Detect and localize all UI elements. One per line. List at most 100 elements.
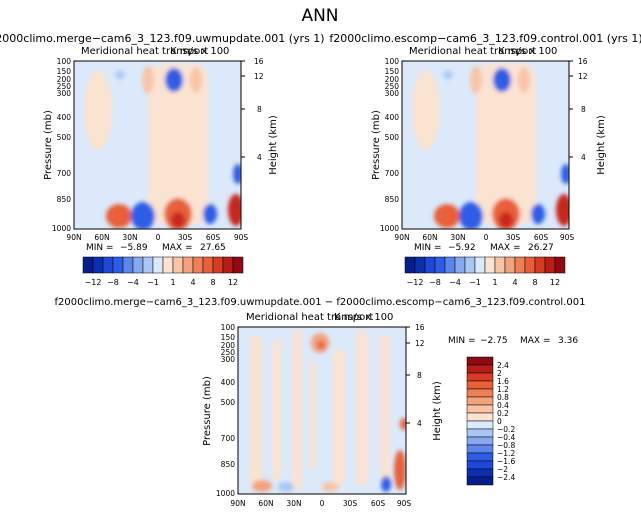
x-tick-label: 30S bbox=[506, 233, 521, 242]
panel-1-colorbar bbox=[82, 256, 244, 274]
panel-2-title: Meridional heat transport bbox=[409, 46, 536, 57]
y-tick-label: 100 bbox=[221, 323, 236, 332]
panel-2: f2000climo.escomp−cam6_3_123.f09.control… bbox=[329, 32, 641, 287]
y2-tick-label: 12 bbox=[578, 72, 588, 81]
x-tick-label: 60N bbox=[258, 499, 273, 508]
panel-1-y2-ticks: 16 12 8 4 bbox=[241, 57, 264, 162]
y-tick-label: 400 bbox=[57, 113, 72, 122]
x-tick-label: 90N bbox=[394, 233, 409, 242]
y-tick-label: 500 bbox=[221, 398, 236, 407]
y-tick-label: 250 bbox=[385, 82, 400, 91]
panel-2-min-value: −5.92 bbox=[448, 243, 476, 253]
panel-1-min-label: MIN = bbox=[86, 243, 114, 253]
colorbar-label: 12 bbox=[228, 278, 238, 287]
x-tick-label: 0 bbox=[484, 233, 489, 242]
panel-3-units: K m/s x 100 bbox=[334, 312, 393, 323]
x-tick-label: 90N bbox=[66, 233, 81, 242]
x-tick-label: 60N bbox=[422, 233, 437, 242]
panel-2-max-value: 26.27 bbox=[528, 243, 554, 253]
panel-1-max-value: 27.65 bbox=[200, 243, 226, 253]
x-tick-label: 60S bbox=[534, 233, 549, 242]
colorbar-label: −2 bbox=[497, 465, 508, 474]
y-tick-label: 300 bbox=[57, 89, 72, 98]
y-tick-label: 700 bbox=[221, 434, 236, 443]
y-tick-label: 700 bbox=[385, 169, 400, 178]
panel-1-plot-frame bbox=[73, 60, 242, 230]
panel-1-ylabel: Pressure (mb) bbox=[43, 110, 54, 180]
x-tick-label: 90S bbox=[234, 233, 249, 242]
y-tick-label: 1000 bbox=[52, 224, 71, 233]
colorbar-label: 4 bbox=[190, 278, 195, 287]
colorbar-label: −12 bbox=[85, 278, 102, 287]
panel-2-units: K m/s x 100 bbox=[498, 46, 557, 57]
x-tick-label: 60N bbox=[94, 233, 109, 242]
panel-1-title: Meridional heat transport bbox=[81, 46, 208, 57]
panel-2-plot-frame bbox=[401, 60, 570, 230]
x-tick-label: 0 bbox=[156, 233, 161, 242]
colorbar-label: 1 bbox=[170, 278, 175, 287]
panel-1: f2000climo.merge−cam6_3_123.f09.uwmupdat… bbox=[0, 32, 325, 287]
colorbar-label: −1.2 bbox=[497, 449, 515, 458]
colorbar-label: 2.4 bbox=[497, 361, 509, 370]
y-tick-label: 700 bbox=[57, 169, 72, 178]
y-tick-label: 850 bbox=[57, 195, 72, 204]
page-title: ANN bbox=[301, 6, 338, 26]
y2-tick-label: 16 bbox=[254, 57, 264, 66]
y-tick-label: 150 bbox=[385, 67, 400, 76]
x-tick-label: 90N bbox=[230, 499, 245, 508]
panel-1-units: K m/s x 100 bbox=[170, 46, 229, 57]
panel-3-colorbar bbox=[466, 356, 494, 486]
colorbar-label: −1 bbox=[469, 278, 481, 287]
panel-1-colorbar-labels: −12 −8 −4 −1 1 4 8 12 bbox=[85, 278, 239, 287]
panel-3-field bbox=[238, 327, 406, 494]
colorbar-label: −1.6 bbox=[497, 457, 515, 466]
colorbar-label: −4 bbox=[127, 278, 139, 287]
y2-tick-label: 4 bbox=[257, 153, 262, 162]
colorbar-label: −0.8 bbox=[497, 441, 515, 450]
panel-2-x-ticks: 90N 60N 30N 0 30S 60S 90S bbox=[394, 233, 574, 242]
colorbar-label: 8 bbox=[210, 278, 215, 287]
panel-1-min-value: −5.89 bbox=[120, 243, 148, 253]
y2-tick-label: 12 bbox=[254, 72, 264, 81]
colorbar-label: 0.8 bbox=[497, 393, 509, 402]
y-tick-label: 500 bbox=[57, 133, 72, 142]
y2-tick-label: 8 bbox=[581, 105, 586, 114]
panel-2-colorbar-labels: −12 −8 −4 −1 1 4 8 12 bbox=[407, 278, 561, 287]
panel-3-ylabel: Pressure (mb) bbox=[202, 376, 213, 446]
colorbar-label: −8 bbox=[107, 278, 119, 287]
colorbar-label: 8 bbox=[532, 278, 537, 287]
y-tick-label: 200 bbox=[221, 341, 236, 350]
x-tick-label: 30S bbox=[343, 499, 358, 508]
colorbar-label: −0.2 bbox=[497, 425, 515, 434]
colorbar-label: 0 bbox=[497, 417, 502, 426]
y-tick-label: 100 bbox=[57, 57, 72, 66]
y-tick-label: 1000 bbox=[380, 224, 399, 233]
x-tick-label: 90S bbox=[560, 233, 575, 242]
panel-3-max-value: 3.36 bbox=[558, 336, 578, 346]
colorbar-label: 12 bbox=[550, 278, 560, 287]
colorbar-label: 1.6 bbox=[497, 377, 509, 386]
panel-2-y-ticks: 100 150 200 250 300 400 500 700 850 1000 bbox=[380, 57, 399, 233]
y-tick-label: 500 bbox=[385, 133, 400, 142]
panel-3-min-label: MIN = bbox=[448, 336, 476, 346]
panel-3-max-label: MAX = bbox=[520, 336, 551, 346]
panel-1-max-label: MAX = bbox=[162, 243, 193, 253]
panel-3-plot-frame bbox=[237, 326, 407, 495]
y2-tick-label: 8 bbox=[417, 371, 422, 380]
panel-3-y2-ticks: 16 12 8 4 bbox=[406, 323, 425, 428]
colorbar-label: −1 bbox=[147, 278, 159, 287]
x-tick-label: 30S bbox=[178, 233, 193, 242]
x-tick-label: 30N bbox=[450, 233, 465, 242]
y2-tick-label: 16 bbox=[578, 57, 588, 66]
x-tick-label: 90S bbox=[397, 499, 412, 508]
colorbar-label: 1.2 bbox=[497, 385, 509, 394]
x-tick-label: 30N bbox=[122, 233, 137, 242]
colorbar-label: −0.4 bbox=[497, 433, 515, 442]
y2-tick-label: 4 bbox=[581, 153, 586, 162]
panel-1-case-title: f2000climo.merge−cam6_3_123.f09.uwmupdat… bbox=[0, 32, 325, 45]
panel-3-colorbar-labels: 2.4 2 1.6 1.2 0.8 0.4 0.2 0 −0.2 −0.4 −0… bbox=[497, 361, 515, 482]
y-tick-label: 850 bbox=[221, 460, 236, 469]
colorbar-label: 1 bbox=[492, 278, 497, 287]
panel-2-y2label: Height (km) bbox=[596, 115, 607, 175]
